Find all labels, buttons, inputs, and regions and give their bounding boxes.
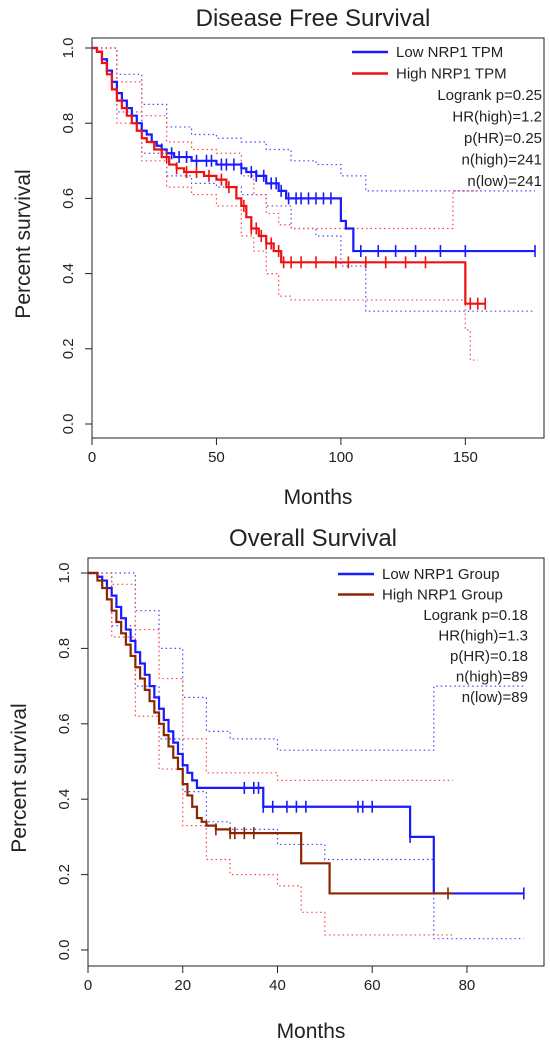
x-tick-label: 100	[328, 449, 353, 466]
x-tick-label: 150	[453, 449, 478, 466]
stat-text: n(high)=89	[456, 669, 528, 686]
plot-frame	[91, 37, 545, 439]
survival-line-low	[88, 571, 524, 895]
legend-label: Low NRP1 Group	[382, 566, 500, 583]
y-tick-label: 0.2	[56, 864, 73, 885]
chart-canvas: Overall Survival Months Percent survival…	[8, 525, 545, 1043]
x-tick-label: 0	[88, 449, 96, 466]
ci-upper-line-1	[92, 47, 536, 192]
y-tick-label: 0.6	[60, 188, 77, 209]
survival-line-high	[88, 571, 453, 895]
legend-label: High NRP1 TPM	[396, 66, 507, 83]
chart-title: Disease Free Survival	[196, 5, 431, 32]
y-tick-label: 0.2	[60, 338, 77, 359]
y-axis-label: Percent survival	[12, 169, 35, 318]
y-tick-label: 0.4	[56, 789, 73, 810]
y-tick-label: 0.8	[60, 113, 77, 134]
chart-canvas: Disease Free Survival Months Percent sur…	[12, 5, 545, 509]
stat-text: HR(high)=1.2	[452, 109, 542, 126]
legend-label: High NRP1 Group	[382, 587, 503, 604]
ci-lower-line-2	[88, 572, 453, 936]
stat-text: Logrank p=0.18	[423, 607, 528, 624]
y-tick-label: 0.8	[56, 638, 73, 659]
x-tick-label: 20	[174, 977, 191, 994]
x-axis-label: Months	[277, 1020, 346, 1043]
y-tick-label: 0.0	[56, 940, 73, 961]
x-tick-label: 50	[208, 449, 225, 466]
stat-text: p(HR)=0.18	[450, 648, 528, 665]
x-tick-label: 40	[269, 977, 286, 994]
chart-title: Overall Survival	[229, 525, 397, 552]
legend-label: Low NRP1 TPM	[396, 44, 503, 61]
y-tick-label: 1.0	[56, 563, 73, 584]
x-tick-label: 0	[84, 977, 92, 994]
x-axis-label: Months	[284, 486, 353, 509]
ci-upper-line-2	[88, 572, 453, 781]
stat-text: Logrank p=0.25	[437, 87, 542, 104]
y-tick-label: 1.0	[60, 38, 77, 59]
stat-text: n(low)=241	[467, 173, 542, 190]
ci-lower-line-2	[92, 47, 478, 361]
stat-text: n(high)=241	[462, 152, 542, 169]
y-tick-label: 0.0	[60, 414, 77, 435]
stat-text: n(low)=89	[462, 689, 528, 706]
y-tick-label: 0.4	[60, 263, 77, 284]
overall-survival-chart: Overall Survival Months Percent survival…	[0, 518, 550, 1047]
y-tick-label: 0.6	[56, 713, 73, 734]
stat-text: HR(high)=1.3	[438, 628, 528, 645]
x-tick-label: 60	[364, 977, 381, 994]
x-tick-label: 80	[459, 977, 476, 994]
y-axis-label: Percent survival	[8, 703, 31, 852]
plot-frame	[87, 557, 545, 967]
stat-text: p(HR)=0.25	[464, 130, 542, 147]
disease-free-survival-chart: Disease Free Survival Months Percent sur…	[0, 0, 550, 518]
